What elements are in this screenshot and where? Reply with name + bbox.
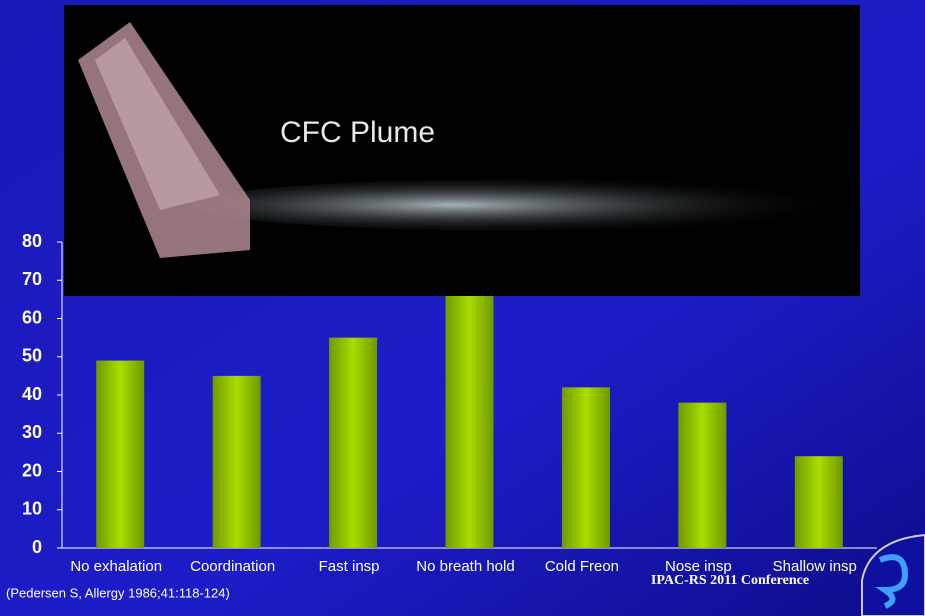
x-tick-label: Nose insp [665, 558, 732, 575]
y-tick-label: 50 [22, 346, 42, 366]
bar [96, 360, 145, 548]
y-tick-label: 0 [32, 537, 42, 557]
inhaler-highlight [95, 38, 220, 210]
bar [561, 387, 610, 548]
plume [190, 179, 850, 231]
x-tick-label: No exhalation [70, 558, 162, 575]
y-tick-label: 80 [22, 231, 42, 251]
photo: CFC Plume [64, 5, 860, 296]
y-tick-label: 70 [22, 269, 42, 289]
bar [794, 456, 843, 548]
x-tick-label: Shallow insp [773, 558, 857, 575]
y-tick-label: 40 [22, 384, 42, 404]
chart: 0 10 20 30 40 50 60 70 80 No exhalation Coordinati… [22, 231, 877, 575]
x-tick-label: Fast insp [319, 558, 380, 575]
x-tick-label: Coordination [190, 558, 275, 575]
logo-corner [861, 533, 925, 616]
footnote: (Pedersen S, Allergy 1986;41:118-124) [6, 585, 230, 600]
photo-label: CFC Plume [280, 116, 435, 149]
logo [861, 533, 925, 616]
bar [329, 337, 378, 548]
bar [678, 402, 727, 548]
logo-mark [875, 554, 909, 609]
x-tick-label: Cold Freon [545, 558, 619, 575]
y-tick-label: 60 [22, 307, 42, 327]
x-tick-label: No breath hold [416, 558, 514, 575]
y-tick-label: 20 [22, 460, 42, 480]
bar [445, 291, 494, 548]
conference: IPAC-RS 2011 Conference [651, 573, 809, 588]
bar [212, 375, 261, 548]
y-tick-label: 30 [22, 422, 42, 442]
y-tick-label: 10 [22, 499, 42, 519]
